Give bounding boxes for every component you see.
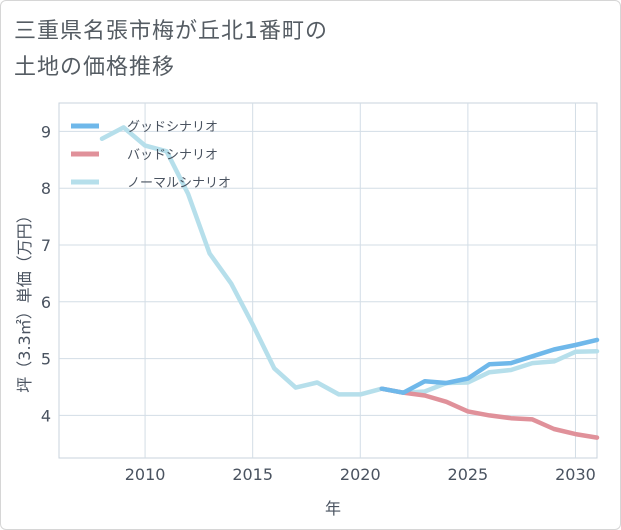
- series-line-2: [99, 125, 600, 397]
- legend-label-0: グッドシナリオ: [127, 120, 218, 135]
- x-tick-label: 2025: [448, 465, 489, 484]
- y-tick-label: 4: [41, 406, 51, 425]
- legend-label-2: ノーマルシナリオ: [127, 176, 231, 191]
- x-tick-label: 2010: [125, 465, 166, 484]
- series-line-1: [379, 386, 600, 440]
- chart-title: 三重県名張市梅が丘北1番町の 土地の価格推移: [14, 14, 534, 86]
- x-axis-title: 年: [325, 499, 341, 518]
- x-tick-label: 2020: [340, 465, 381, 484]
- y-tick-label: 9: [41, 122, 51, 141]
- y-tick-label: 5: [41, 350, 51, 369]
- chart-title-line-2: 土地の価格推移: [14, 55, 176, 80]
- y-tick-label: 6: [41, 293, 51, 312]
- x-tick-label: 2030: [555, 465, 596, 484]
- y-axis-title: 坪（3.3㎡）単価（万円）: [15, 207, 34, 392]
- y-tick-label: 7: [41, 236, 51, 255]
- series-lines: [99, 125, 600, 440]
- x-tick-label: 2015: [232, 465, 273, 484]
- legend-label-1: バッドシナリオ: [127, 148, 218, 163]
- chart-title-line-1: 三重県名張市梅が丘北1番町の: [14, 19, 328, 44]
- grid: [58, 102, 598, 459]
- y-tick-label: 8: [41, 179, 51, 198]
- plot-frame: [58, 102, 598, 459]
- axes: 2010 2015 2020 2025 2030 4 5 6 7 8 9: [41, 122, 596, 484]
- series-line-0: [379, 337, 600, 395]
